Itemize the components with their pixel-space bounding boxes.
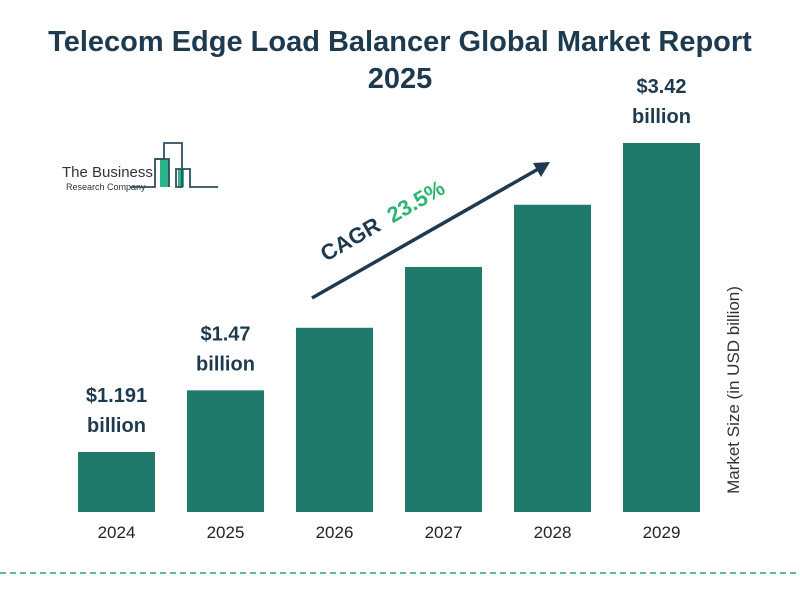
bar-2024	[78, 452, 155, 512]
data-label-unit: billion	[87, 415, 146, 437]
data-label-unit: billion	[632, 106, 691, 128]
bar-2027	[405, 266, 482, 512]
bar-2025	[187, 390, 264, 512]
cagr-value: 23.5%	[383, 175, 450, 228]
y-axis-label: Market Size (in USD billion)	[724, 286, 743, 494]
data-label-value: $3.42	[636, 76, 686, 98]
x-tick-label: 2026	[316, 523, 354, 542]
bar-2029	[623, 143, 700, 512]
logo-bar-green	[160, 159, 169, 187]
x-tick-label: 2029	[643, 523, 681, 542]
x-tick-label: 2027	[425, 523, 463, 542]
svg-text:CAGR 23.5%: CAGR 23.5%	[316, 175, 449, 266]
data-label-value: $1.47	[200, 323, 250, 345]
data-label-value: $1.191	[86, 385, 147, 407]
logo-line2: Research Company	[66, 182, 146, 192]
logo: The Business Research Company	[62, 142, 218, 192]
x-tick-label: 2024	[98, 523, 136, 542]
data-label-unit: billion	[196, 353, 255, 375]
logo-bar-green-small	[178, 169, 184, 187]
logo-line1: The Business	[62, 164, 153, 181]
x-tick-label: 2028	[534, 523, 572, 542]
bar-2026	[296, 327, 373, 512]
cagr-label: CAGR	[316, 212, 385, 266]
x-tick-label: 2025	[207, 523, 245, 542]
bar-2028	[514, 204, 591, 512]
cagr-arrow-line	[311, 166, 541, 300]
logo-outline	[130, 142, 218, 188]
cagr-arrow-head	[533, 162, 550, 177]
chart-title: Telecom Edge Load Balancer Global Market…	[48, 26, 752, 95]
